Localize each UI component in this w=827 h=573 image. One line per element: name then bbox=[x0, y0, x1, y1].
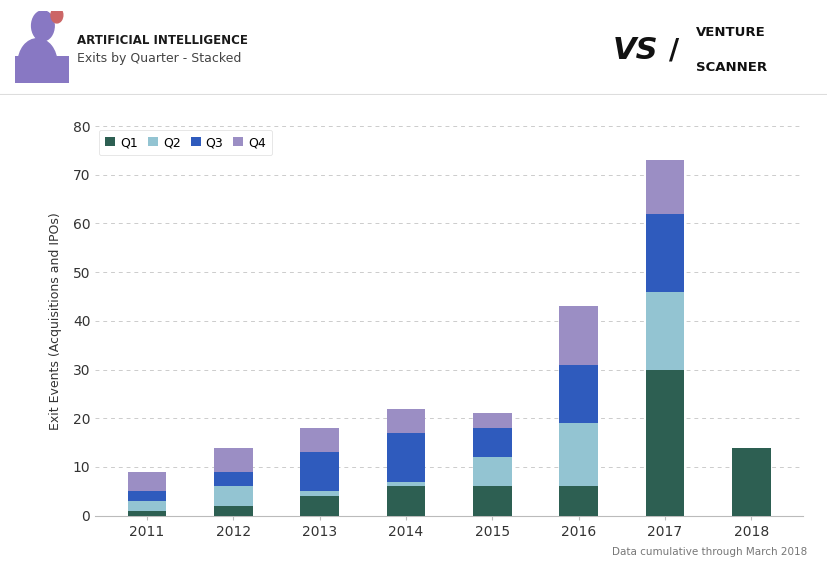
Bar bbox=[300, 496, 339, 516]
Bar bbox=[645, 292, 684, 370]
Bar bbox=[300, 428, 339, 453]
Bar bbox=[472, 414, 511, 428]
Bar bbox=[386, 433, 425, 481]
Bar bbox=[300, 453, 339, 491]
Text: /: / bbox=[668, 36, 679, 64]
Bar bbox=[213, 506, 252, 516]
Bar bbox=[472, 457, 511, 486]
Bar bbox=[213, 486, 252, 506]
Bar bbox=[127, 511, 166, 516]
Bar bbox=[645, 214, 684, 292]
Bar bbox=[386, 486, 425, 516]
Legend: Q1, Q2, Q3, Q4: Q1, Q2, Q3, Q4 bbox=[99, 130, 272, 155]
Bar bbox=[558, 364, 597, 423]
Text: Exits by Quarter - Stacked: Exits by Quarter - Stacked bbox=[77, 52, 241, 65]
Text: ARTIFICIAL INTELLIGENCE: ARTIFICIAL INTELLIGENCE bbox=[77, 34, 247, 48]
Bar bbox=[472, 486, 511, 516]
Bar bbox=[213, 448, 252, 472]
Circle shape bbox=[31, 11, 54, 41]
Text: SCANNER: SCANNER bbox=[695, 61, 766, 74]
FancyBboxPatch shape bbox=[15, 56, 69, 83]
Ellipse shape bbox=[18, 39, 57, 88]
Bar bbox=[127, 472, 166, 491]
Y-axis label: Exit Events (Acquisitions and IPOs): Exit Events (Acquisitions and IPOs) bbox=[49, 212, 61, 430]
Bar bbox=[127, 501, 166, 511]
Circle shape bbox=[51, 7, 63, 23]
Bar bbox=[386, 481, 425, 486]
Bar bbox=[386, 409, 425, 433]
Text: VENTURE: VENTURE bbox=[695, 26, 765, 39]
Bar bbox=[558, 423, 597, 486]
Bar bbox=[127, 491, 166, 501]
Bar bbox=[300, 491, 339, 496]
Bar bbox=[645, 160, 684, 214]
Bar bbox=[731, 448, 770, 516]
Text: Data cumulative through March 2018: Data cumulative through March 2018 bbox=[611, 547, 806, 557]
Bar bbox=[558, 486, 597, 516]
Bar bbox=[213, 472, 252, 486]
Bar bbox=[558, 306, 597, 364]
Bar bbox=[472, 428, 511, 457]
Bar bbox=[645, 370, 684, 516]
Text: VS: VS bbox=[612, 36, 657, 65]
